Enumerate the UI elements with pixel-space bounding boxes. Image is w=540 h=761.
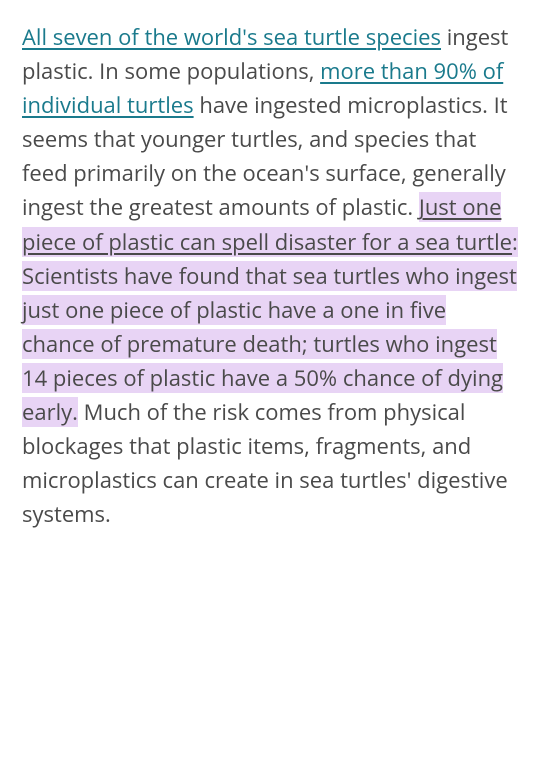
link-sea-turtle-species[interactable]: All seven of the world's sea turtle spec… xyxy=(22,22,441,52)
highlighted-text: Just one piece of plastic can spell disa… xyxy=(22,192,518,427)
text-segment-4: Much of the risk comes from physical blo… xyxy=(22,397,508,529)
article-paragraph: All seven of the world's sea turtle spec… xyxy=(22,20,518,531)
